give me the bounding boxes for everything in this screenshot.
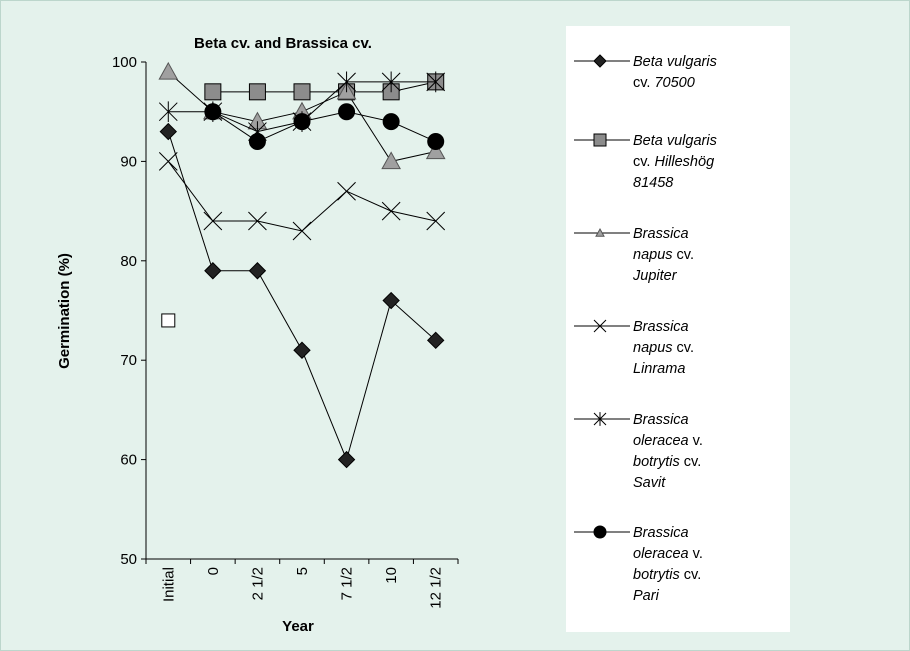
data-point — [248, 211, 267, 231]
data-point — [382, 291, 400, 310]
data-point — [381, 201, 401, 221]
data-point — [158, 61, 179, 80]
data-point — [293, 113, 311, 131]
legend-marker — [593, 525, 607, 539]
x-axis-title: Year — [282, 618, 314, 635]
axes: 50 60 70 80 90 100 Initial 0 2 1/2 5 7 1/2 10 12 1/2 — [112, 54, 459, 609]
data-point — [337, 181, 356, 201]
y-tick-label: 100 — [112, 54, 137, 71]
data-point — [248, 83, 266, 101]
data-point — [204, 103, 222, 121]
y-tick-label: 50 — [120, 551, 137, 568]
y-tick-label: 90 — [120, 153, 137, 170]
y-tick-label: 60 — [120, 452, 137, 469]
series-line — [212, 81, 436, 93]
data-point — [204, 83, 222, 101]
data-point — [382, 113, 400, 131]
x-tick-label: 2 1/2 — [249, 567, 266, 600]
y-tick-label: 70 — [120, 352, 137, 369]
data-point — [203, 211, 223, 231]
legend: Beta vulgaris cv. 70500 Beta vulgaris cv. H… — [574, 54, 717, 604]
data-point — [248, 262, 267, 280]
series-3 — [158, 152, 446, 241]
data-point — [204, 262, 222, 280]
data-point — [338, 103, 356, 121]
data-point — [426, 211, 446, 231]
data-point — [293, 83, 311, 101]
x-tick-label: 10 — [383, 567, 400, 584]
series-5 — [204, 103, 445, 151]
legend-item-5: Brassica oleracea v. botrytis cv. Pari — [574, 525, 703, 604]
legend-marker — [593, 54, 607, 68]
chart-title: Beta cv. and Brassica cv. — [194, 35, 372, 52]
series-line — [167, 131, 437, 462]
x-tick-label: Initial — [160, 567, 177, 602]
legend-item-3: Brassica napus cv. Linrama — [574, 319, 694, 377]
y-tick-label: 80 — [120, 253, 137, 270]
data-point — [161, 313, 176, 328]
data-point — [337, 71, 356, 93]
data-point — [337, 450, 356, 469]
legend-label: Brassica oleracea v. botrytis cv. Savit — [633, 412, 703, 491]
x-tick-label: 0 — [205, 567, 222, 575]
x-tick-label: 7 1/2 — [339, 567, 356, 600]
x-tick-label: 5 — [294, 567, 311, 575]
legend-marker — [593, 412, 607, 426]
legend-marker — [593, 133, 607, 147]
series-line — [167, 161, 436, 232]
data-point — [158, 101, 178, 123]
legend-item-2: Brassica napus cv. Jupiter — [574, 226, 694, 284]
legend-item-4: Brassica oleracea v. botrytis cv. Savit — [574, 412, 703, 491]
legend-label: Brassica napus cv. Linrama — [633, 319, 694, 377]
data-point — [426, 71, 446, 93]
legend-label: Beta vulgaris cv. Hilleshög 81458 — [633, 133, 717, 191]
legend-item-0: Beta vulgaris cv. 70500 — [574, 54, 717, 91]
series-layer — [158, 61, 446, 469]
legend-marker — [593, 319, 607, 333]
y-axis-title: Germination (%) — [56, 253, 73, 369]
data-point — [158, 152, 178, 171]
data-point — [425, 141, 446, 160]
legend-item-1: Beta vulgaris cv. Hilleshög 81458 — [574, 133, 717, 191]
x-tick-label: 12 1/2 — [428, 567, 445, 609]
legend-label: Brassica napus cv. Jupiter — [632, 226, 694, 284]
data-point — [293, 341, 311, 359]
data-point — [427, 331, 445, 350]
legend-label: Brassica oleracea v. botrytis cv. Pari — [633, 525, 703, 604]
data-point — [427, 133, 445, 151]
data-point — [159, 122, 177, 141]
series-0 — [159, 122, 445, 469]
legend-label: Beta vulgaris cv. 70500 — [633, 54, 717, 91]
legend-marker — [595, 227, 605, 237]
data-point — [381, 151, 401, 170]
data-point — [248, 133, 266, 151]
data-point — [381, 71, 401, 93]
data-point — [292, 221, 312, 241]
